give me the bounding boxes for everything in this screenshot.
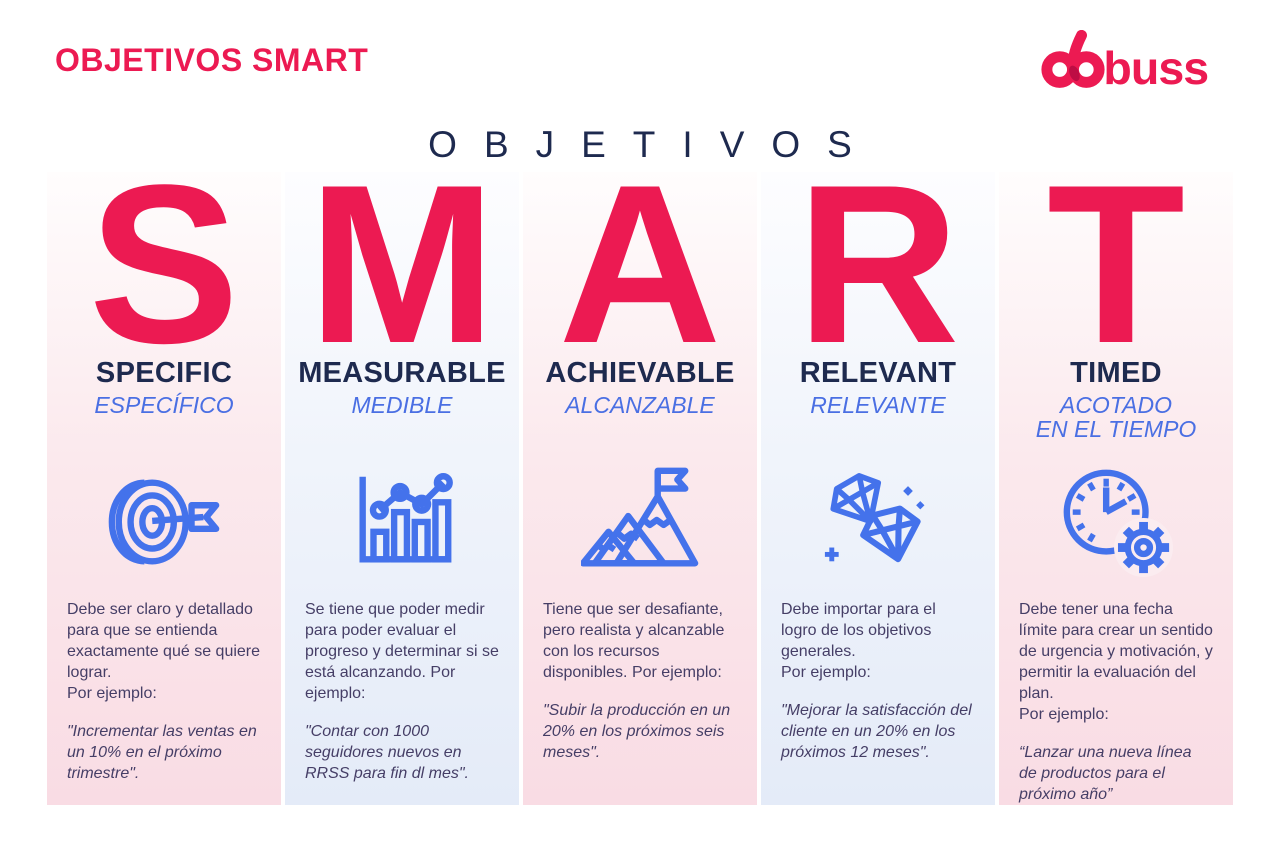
column-body: Debe ser claro y detallado para que se e… bbox=[47, 595, 281, 784]
column-title-es: ESPECÍFICO bbox=[94, 392, 234, 418]
clock-gear-icon bbox=[1057, 445, 1175, 595]
column-title-en: ACHIEVABLE bbox=[545, 357, 735, 389]
column-description: Se tiene que poder medir para poder eval… bbox=[305, 601, 499, 702]
target-arrow-icon bbox=[105, 445, 223, 595]
big-letter-t: T bbox=[1046, 137, 1186, 390]
column-title-es: RELEVANTE bbox=[810, 392, 946, 418]
column-body: Debe importar para el logro de los objet… bbox=[761, 595, 995, 763]
column-example: “Lanzar una nueva línea de productos par… bbox=[1019, 744, 1192, 803]
column-description: Debe ser claro y detallado para que se e… bbox=[67, 601, 261, 702]
column-title-es: MEDIBLE bbox=[351, 392, 453, 418]
column-example: "Incrementar las ventas en un 10% en el … bbox=[67, 723, 257, 782]
big-letter-m: M bbox=[307, 137, 497, 390]
column-title-es: ACOTADO EN EL TIEMPO bbox=[1035, 392, 1197, 442]
smart-column-achievable: A ACHIEVABLE ALCANZABLE Tiene que ser de… bbox=[523, 137, 757, 805]
column-body: Tiene que ser desafiante, pero realista … bbox=[523, 595, 757, 763]
smart-columns: S SPECIFIC ESPECÍFICO Debe ser claro y d… bbox=[47, 151, 1233, 805]
big-letter-r: R bbox=[796, 137, 960, 390]
column-body: Se tiene que poder medir para poder eval… bbox=[285, 595, 519, 784]
column-title-en: RELEVANT bbox=[799, 357, 957, 389]
smart-column-measurable: M MEASURABLE MEDIBLE Se tiene q bbox=[285, 137, 519, 805]
column-example: "Subir la producción en un 20% en los pr… bbox=[543, 702, 731, 761]
mountain-flag-icon bbox=[581, 445, 699, 595]
smart-column-timed: T TIMED ACOTADO EN EL TIEMPO bbox=[999, 137, 1233, 805]
smart-column-specific: S SPECIFIC ESPECÍFICO Debe ser claro y d… bbox=[47, 137, 281, 805]
column-title-en: SPECIFIC bbox=[95, 357, 233, 389]
main-heading: OBJETIVOS bbox=[428, 124, 879, 165]
dobuss-do-ligature bbox=[1041, 30, 1105, 88]
big-letter-s: S bbox=[88, 137, 240, 390]
diamonds-icon bbox=[819, 445, 937, 595]
dobuss-logo-text: buss bbox=[1103, 42, 1208, 92]
column-title-es: ALCANZABLE bbox=[565, 392, 715, 418]
column-example: "Contar con 1000 seguidores nuevos en RR… bbox=[305, 723, 469, 782]
big-letter-a: A bbox=[558, 137, 722, 390]
column-description: Debe importar para el logro de los objet… bbox=[781, 601, 936, 681]
column-title-en: TIMED bbox=[1070, 357, 1162, 389]
dobuss-logo: buss bbox=[1041, 30, 1209, 92]
smart-column-relevant: R RELEVANT RELEVANTE bbox=[761, 137, 995, 805]
page-title: OBJETIVOS SMART bbox=[55, 42, 369, 78]
column-body: Debe tener una fecha límite para crear u… bbox=[999, 595, 1233, 805]
column-description: Tiene que ser desafiante, pero realista … bbox=[543, 601, 725, 681]
column-description: Debe tener una fecha límite para crear u… bbox=[1019, 601, 1213, 723]
column-example: "Mejorar la satisfacción del cliente en … bbox=[781, 702, 972, 761]
bar-chart-icon bbox=[343, 445, 461, 595]
column-title-en: MEASURABLE bbox=[298, 357, 506, 389]
